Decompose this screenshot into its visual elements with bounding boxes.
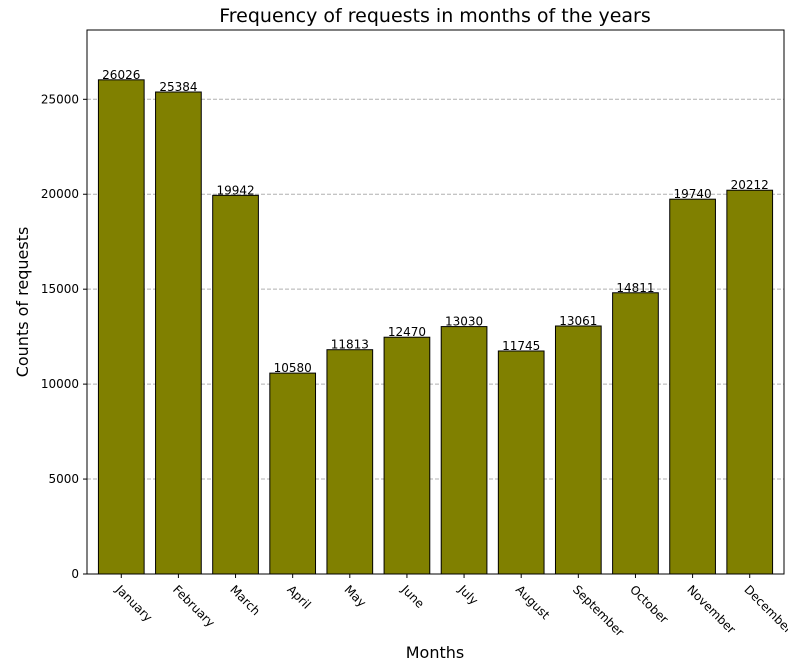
data-label: 10580 bbox=[274, 361, 312, 375]
y-tick-label: 0 bbox=[71, 567, 79, 581]
bar bbox=[269, 372, 317, 575]
bars bbox=[97, 79, 774, 575]
plot-frame bbox=[86, 29, 785, 575]
bar bbox=[554, 325, 602, 575]
bar bbox=[497, 350, 545, 575]
data-label: 26026 bbox=[102, 68, 140, 82]
bar bbox=[726, 189, 774, 575]
y-axis-label: Counts of requests bbox=[13, 227, 32, 378]
data-label: 19942 bbox=[216, 183, 254, 197]
data-label: 14811 bbox=[616, 281, 654, 295]
data-label: 13061 bbox=[559, 314, 597, 328]
bar bbox=[440, 326, 488, 575]
y-tick-label: 10000 bbox=[41, 377, 79, 391]
bar bbox=[669, 198, 716, 575]
bar bbox=[383, 336, 431, 575]
y-tick-label: 25000 bbox=[41, 92, 79, 106]
bar bbox=[326, 349, 374, 575]
data-label: 13030 bbox=[445, 315, 483, 329]
data-labels: 26026 25384 19942 10580 11813 12470 13030 11745… bbox=[102, 68, 769, 375]
data-label: 12470 bbox=[388, 325, 426, 339]
y-tick-label: 20000 bbox=[41, 187, 79, 201]
bar bbox=[97, 79, 145, 575]
data-label: 25384 bbox=[159, 80, 197, 94]
data-label: 11813 bbox=[331, 338, 369, 352]
bar bbox=[612, 292, 659, 575]
y-axis: 0 5000 10000 15000 20000 25000 bbox=[41, 92, 87, 581]
data-label: 19740 bbox=[673, 187, 711, 201]
data-label: 20212 bbox=[731, 178, 769, 192]
gridlines bbox=[87, 98, 784, 480]
bar bbox=[155, 91, 202, 575]
x-axis-label: Months bbox=[406, 643, 464, 662]
bar bbox=[212, 194, 259, 575]
chart-title: Frequency of requests in months of the y… bbox=[219, 5, 651, 27]
y-tick-label: 5000 bbox=[48, 472, 79, 486]
y-tick-label: 15000 bbox=[41, 282, 79, 296]
data-label: 11745 bbox=[502, 339, 540, 353]
